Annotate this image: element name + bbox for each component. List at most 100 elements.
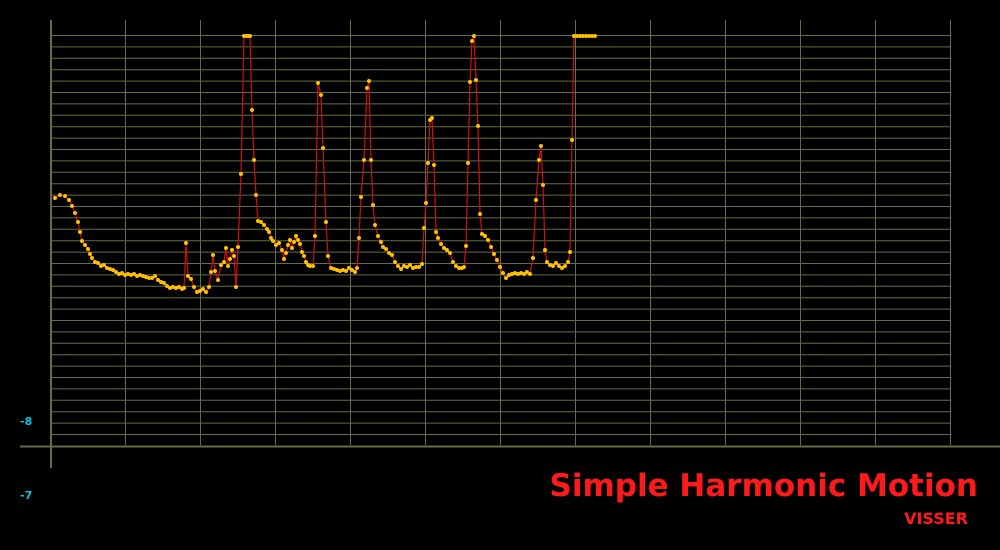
data-point xyxy=(566,260,570,264)
data-point xyxy=(531,256,535,260)
data-point xyxy=(384,247,388,251)
data-point xyxy=(132,272,136,276)
data-point xyxy=(563,264,567,268)
data-point xyxy=(269,236,273,240)
data-point xyxy=(120,271,124,275)
data-point xyxy=(207,285,211,289)
data-point xyxy=(326,254,330,258)
data-point xyxy=(211,253,215,257)
data-point xyxy=(434,230,438,234)
chart-title: Simple Harmonic Motion xyxy=(549,468,978,504)
data-point xyxy=(274,243,278,247)
data-point xyxy=(365,86,369,90)
data-point xyxy=(184,241,188,245)
data-point xyxy=(369,158,373,162)
data-point xyxy=(590,34,594,38)
data-point xyxy=(371,203,375,207)
data-point xyxy=(462,265,466,269)
data-point xyxy=(177,285,181,289)
data-point xyxy=(575,34,579,38)
data-point xyxy=(288,238,292,242)
data-point xyxy=(478,212,482,216)
data-point xyxy=(489,245,493,249)
data-point xyxy=(186,274,190,278)
data-point xyxy=(501,271,505,275)
data-point xyxy=(282,257,286,261)
data-point xyxy=(347,266,351,270)
data-point xyxy=(311,264,315,268)
data-point xyxy=(387,251,391,255)
data-point xyxy=(319,93,323,97)
data-point xyxy=(234,285,238,289)
data-point xyxy=(422,226,426,230)
data-point xyxy=(483,234,487,238)
data-point xyxy=(439,242,443,246)
data-point xyxy=(545,260,549,264)
data-point xyxy=(294,234,298,238)
data-point xyxy=(182,286,186,290)
data-point xyxy=(355,266,359,270)
data-point xyxy=(405,265,409,269)
data-point xyxy=(448,251,452,255)
data-point xyxy=(63,194,67,198)
data-point xyxy=(308,264,312,268)
data-point xyxy=(393,260,397,264)
data-point xyxy=(313,234,317,238)
data-point xyxy=(88,252,92,256)
data-point xyxy=(498,265,502,269)
data-point xyxy=(213,269,217,273)
data-point xyxy=(277,241,281,245)
data-point xyxy=(53,196,57,200)
data-point xyxy=(162,281,166,285)
data-point xyxy=(539,144,543,148)
data-point xyxy=(73,211,77,215)
data-point xyxy=(584,34,588,38)
data-point xyxy=(80,239,84,243)
data-point xyxy=(557,264,561,268)
data-point xyxy=(298,242,302,246)
data-point xyxy=(204,290,208,294)
data-point xyxy=(344,269,348,273)
data-point xyxy=(280,248,284,252)
data-point xyxy=(408,263,412,267)
data-point xyxy=(534,198,538,202)
data-point xyxy=(390,253,394,257)
y-tick-label: -7 xyxy=(20,489,33,502)
data-point xyxy=(554,261,558,265)
data-point xyxy=(67,198,71,202)
data-point xyxy=(525,270,529,274)
data-point xyxy=(350,268,354,272)
data-point xyxy=(468,80,472,84)
data-point xyxy=(373,223,377,227)
data-point xyxy=(528,272,532,276)
data-point xyxy=(414,265,418,269)
data-point xyxy=(424,201,428,205)
data-point xyxy=(399,267,403,271)
data-point xyxy=(321,146,325,150)
data-point xyxy=(581,34,585,38)
data-point xyxy=(480,232,484,236)
data-point xyxy=(430,116,434,120)
data-point xyxy=(147,276,151,280)
data-point xyxy=(290,246,294,250)
data-point xyxy=(90,256,94,260)
data-point xyxy=(426,161,430,165)
data-point xyxy=(492,252,496,256)
data-point xyxy=(432,163,436,167)
data-point xyxy=(224,246,228,250)
data-point xyxy=(504,276,508,280)
data-point xyxy=(114,270,118,274)
data-point xyxy=(486,238,490,242)
data-point xyxy=(560,266,564,270)
data-point xyxy=(436,236,440,240)
data-point xyxy=(353,270,357,274)
data-point xyxy=(150,276,154,280)
data-point xyxy=(156,278,160,282)
data-point xyxy=(541,183,545,187)
data-point xyxy=(572,34,576,38)
data-point xyxy=(252,158,256,162)
data-point xyxy=(248,34,252,38)
data-point xyxy=(296,238,300,242)
series-motion xyxy=(53,34,597,294)
